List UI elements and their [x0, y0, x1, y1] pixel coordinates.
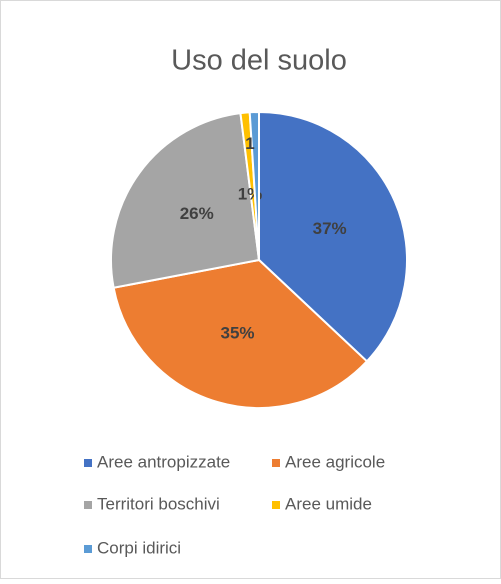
- legend-swatch: [84, 501, 92, 509]
- pie-slice: [112, 258, 369, 409]
- chart-title: Uso del suolo: [171, 45, 347, 77]
- legend-label: Aree umide: [285, 494, 372, 513]
- legend-label: Corpi idirici: [97, 538, 181, 557]
- legend-label: Aree agricole: [285, 452, 385, 471]
- legend-label: Aree antropizzate: [97, 452, 230, 471]
- legend-swatch: [84, 459, 92, 467]
- legend-label: Territori boschivi: [97, 494, 220, 513]
- data-label: 1: [245, 134, 254, 153]
- data-label: 35%: [221, 323, 255, 342]
- legend-swatch: [272, 459, 280, 467]
- data-label: 37%: [313, 219, 347, 238]
- pie-slice: [110, 112, 261, 289]
- pie-slice: [258, 110, 408, 363]
- data-label: 26%: [180, 204, 214, 223]
- legend-swatch: [84, 545, 92, 553]
- pie-slice: [248, 110, 260, 261]
- legend-swatch: [272, 501, 280, 509]
